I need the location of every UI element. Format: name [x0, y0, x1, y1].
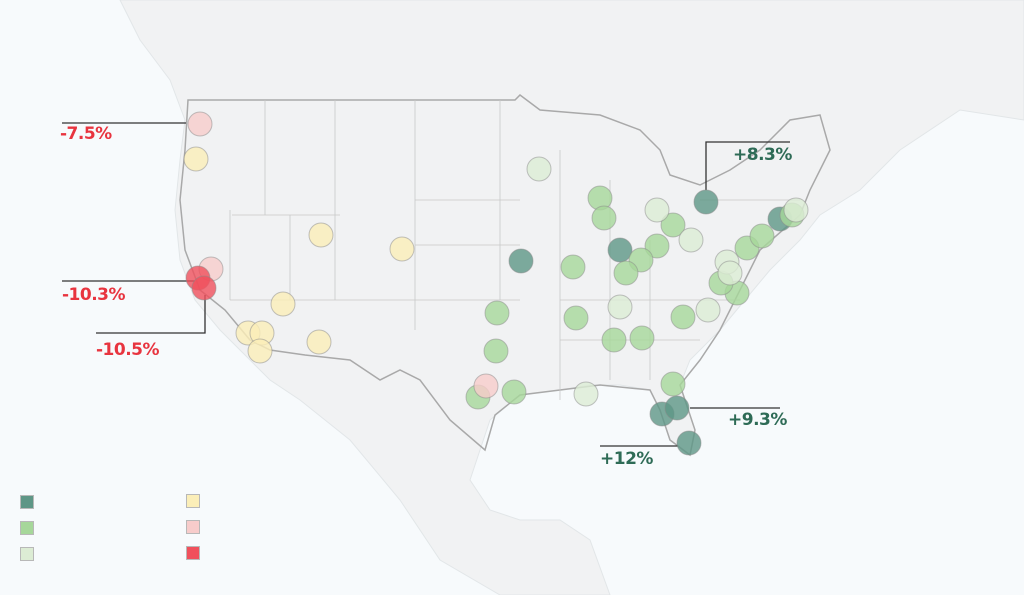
legend-swatch-strong-loss [186, 546, 200, 560]
city-marker-gain[interactable] [601, 327, 627, 353]
city-marker-slight-loss[interactable] [306, 329, 332, 355]
land-mass [119, 0, 1024, 595]
city-marker-strong-loss[interactable] [191, 275, 217, 301]
city-marker-strong-gain[interactable] [693, 189, 719, 215]
city-marker-slight-loss[interactable] [389, 236, 415, 262]
city-marker-loss[interactable] [473, 373, 499, 399]
city-marker-slight-gain[interactable] [644, 197, 670, 223]
legend-swatch-slight-gain [20, 547, 34, 561]
city-marker-gain[interactable] [629, 325, 655, 351]
legend-swatch-slight-loss [186, 494, 200, 508]
city-marker-slight-gain[interactable] [607, 294, 633, 320]
city-marker-slight-gain[interactable] [695, 297, 721, 323]
city-marker-slight-gain[interactable] [783, 197, 809, 223]
city-marker-slight-gain[interactable] [717, 260, 743, 286]
city-marker-gain[interactable] [660, 212, 686, 238]
city-marker-strong-gain[interactable] [676, 430, 702, 456]
callout-label: +9.3% [728, 410, 787, 430]
legend-swatch-strong-gain [20, 495, 34, 509]
city-marker-gain[interactable] [591, 205, 617, 231]
city-marker-gain[interactable] [563, 305, 589, 331]
city-marker-slight-loss[interactable] [183, 146, 209, 172]
city-marker-slight-gain[interactable] [526, 156, 552, 182]
city-marker-slight-gain[interactable] [573, 381, 599, 407]
city-marker-gain[interactable] [660, 371, 686, 397]
callout-label: -7.5% [60, 124, 112, 144]
city-marker-gain[interactable] [560, 254, 586, 280]
callout-leader-line [96, 295, 206, 334]
city-marker-slight-loss[interactable] [308, 222, 334, 248]
city-marker-gain[interactable] [483, 338, 509, 364]
city-marker-gain[interactable] [501, 379, 527, 405]
callout-label: +12% [600, 449, 653, 469]
city-marker-strong-gain[interactable] [664, 395, 690, 421]
city-marker-gain[interactable] [484, 300, 510, 326]
city-marker-strong-gain[interactable] [508, 248, 534, 274]
callout-label: -10.3% [62, 285, 126, 305]
city-marker-slight-gain[interactable] [678, 227, 704, 253]
callout-label: +8.3% [733, 145, 792, 165]
city-marker-loss[interactable] [187, 111, 213, 137]
legend-swatch-loss [186, 520, 200, 534]
callout-leader-line [705, 141, 790, 190]
city-marker-gain[interactable] [670, 304, 696, 330]
city-marker-slight-loss[interactable] [270, 291, 296, 317]
city-marker-slight-loss[interactable] [247, 338, 273, 364]
city-marker-strong-gain[interactable] [607, 237, 633, 263]
legend-swatch-gain [20, 521, 34, 535]
callout-label: -10.5% [96, 340, 160, 360]
city-marker-gain[interactable] [613, 260, 639, 286]
city-marker-gain[interactable] [749, 223, 775, 249]
city-marker-gain[interactable] [644, 233, 670, 259]
